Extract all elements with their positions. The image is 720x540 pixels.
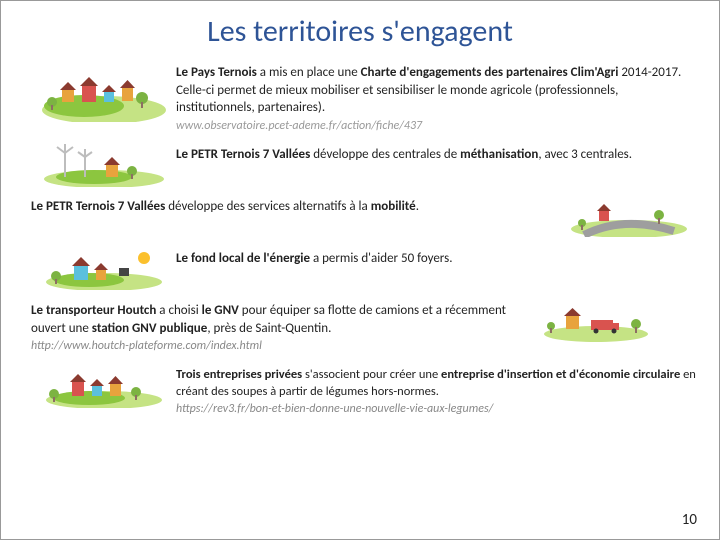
s1-url: www.observatoire.pcet-ademe.fr/action/fi… [176, 119, 422, 133]
s1-lead: Le Pays Ternois [176, 65, 257, 80]
page-number: 10 [682, 511, 697, 529]
section-fond-local: Le fond local de l'énergie a permis d'ai… [1, 244, 719, 294]
page-title: Les territoires s'engagent [1, 1, 719, 58]
s3-bold2: mobilité [371, 199, 416, 214]
s1-mid1: a mis en place une [257, 65, 361, 80]
s4-lead: Le fond local de l'énergie [176, 251, 310, 266]
s5-bold3: station GNV publique [92, 321, 208, 336]
section-pays-ternois: Le Pays Ternois a mis en place une Chart… [1, 58, 719, 138]
s5-bold2: le GNV [202, 303, 239, 318]
section2-text: Le PETR Ternois 7 Vallées développe des … [176, 144, 699, 164]
s2-mid1: développe des centrales de [310, 147, 460, 162]
section1-text: Le Pays Ternois a mis en place une Chart… [176, 62, 699, 134]
truck-icon [531, 300, 661, 342]
section3-text: Le PETR Ternois 7 Vallées développe des … [31, 196, 419, 216]
section-houtch: Le transporteur Houtch a choisi le GNV p… [1, 296, 719, 359]
s5-mid3: , près de Saint-Quentin. [207, 321, 331, 336]
s3-mid1: développe des services alternatifs à la [165, 199, 370, 214]
s1-bold2: Charte d'engagements des partenaires Cli… [361, 65, 619, 80]
turbine-icon [31, 144, 176, 186]
energy-icon [31, 248, 176, 290]
section6-text: Trois entreprises privées s'associent po… [176, 365, 699, 418]
s3-mid2: . [416, 199, 419, 214]
s4-mid1: a permis d'aider 50 foyers. [310, 251, 452, 266]
section-methanisation: Le PETR Ternois 7 Vallées développe des … [1, 140, 719, 190]
s2-lead: Le PETR Ternois 7 Vallées [176, 147, 310, 162]
section5-text: Le transporteur Houtch a choisi le GNV p… [31, 300, 531, 355]
section-mobilite: Le PETR Ternois 7 Vallées développe des … [1, 192, 719, 242]
circular-icon [31, 365, 176, 407]
s5-mid1: a choisi [156, 303, 201, 318]
section-entreprises: Trois entreprises privées s'associent po… [1, 361, 719, 422]
road-icon [559, 196, 699, 238]
s6-bold2: entreprise d'insertion et d'économie cir… [441, 367, 680, 382]
s2-mid2: , avec 3 centrales. [538, 147, 632, 162]
s3-lead: Le PETR Ternois 7 Vallées [31, 199, 165, 214]
village-icon [31, 62, 176, 122]
s5-lead: Le transporteur Houtch [31, 303, 156, 318]
s2-bold2: méthanisation [460, 147, 538, 162]
s6-mid1: s'associent pour créer une [302, 367, 441, 382]
s6-url: https://rev3.fr/bon-et-bien-donne-une-no… [176, 402, 493, 416]
section4-text: Le fond local de l'énergie a permis d'ai… [176, 248, 699, 268]
s5-url: http://www.houtch-plateforme.com/index.h… [31, 339, 262, 353]
s6-lead: Trois entreprises privées [176, 367, 302, 382]
